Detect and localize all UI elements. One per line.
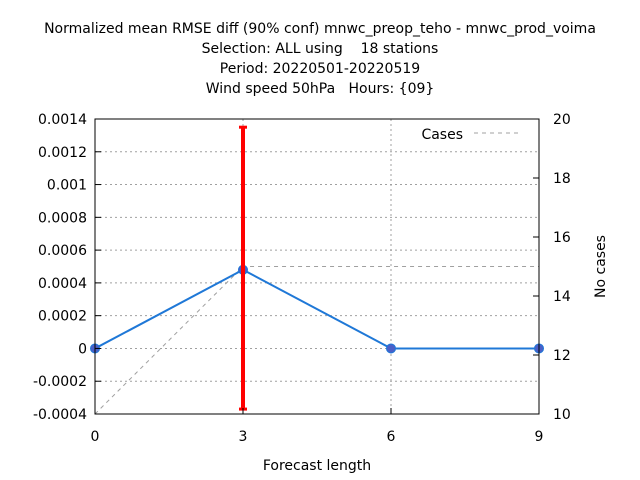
y-tick-label: 0.001 — [47, 178, 87, 194]
y-tick-label: 0.0012 — [38, 145, 87, 161]
x-tick-label: 9 — [535, 429, 544, 445]
y-tick-label: 0.0004 — [38, 276, 87, 292]
y-tick-label: -0.0002 — [33, 374, 87, 390]
y2-tick-label: 14 — [553, 289, 571, 305]
y-tick-label: 0.0008 — [38, 210, 87, 226]
y2-tick-label: 12 — [553, 348, 571, 364]
legend-label-cases: Cases — [421, 127, 463, 143]
y-tick-label: 0.0002 — [38, 309, 87, 325]
chart-title-line-2: Selection: ALL using 18 stations — [201, 41, 439, 57]
x-tick-label: 6 — [387, 429, 396, 445]
y2-axis-label: No cases — [593, 235, 609, 298]
x-tick-label: 0 — [91, 429, 100, 445]
y-tick-label: 0 — [78, 341, 87, 357]
data-point — [386, 343, 396, 354]
legend: Cases — [421, 127, 520, 143]
chart-title-line-4: Wind speed 50hPa Hours: {09} — [205, 81, 435, 97]
plot-frame — [94, 118, 540, 415]
tick-labels: -0.0004 -0.0002 0 0.0002 0.0004 0.0006 0.0008 0… — [33, 112, 571, 445]
y2-tick-label: 16 — [553, 230, 571, 246]
cases-line — [94, 266, 539, 415]
y-tick-label: -0.0004 — [33, 407, 87, 423]
cases-series — [94, 266, 539, 415]
y-tick-label: 0.0014 — [38, 112, 87, 128]
y2-tick-label: 20 — [553, 112, 571, 128]
y2-tick-label: 18 — [553, 171, 571, 187]
y2-tick-label: 10 — [553, 407, 571, 423]
chart-title-line-3: Period: 20220501-20220519 — [219, 61, 421, 77]
y-tick-label: 0.0006 — [38, 243, 87, 259]
main-line — [94, 268, 539, 350]
x-axis-label: Forecast length — [263, 458, 371, 474]
main-series — [90, 264, 544, 354]
x-tick-label: 3 — [239, 429, 248, 445]
chart-title-line-1: Normalized mean RMSE diff (90% conf) mnw… — [44, 21, 596, 37]
